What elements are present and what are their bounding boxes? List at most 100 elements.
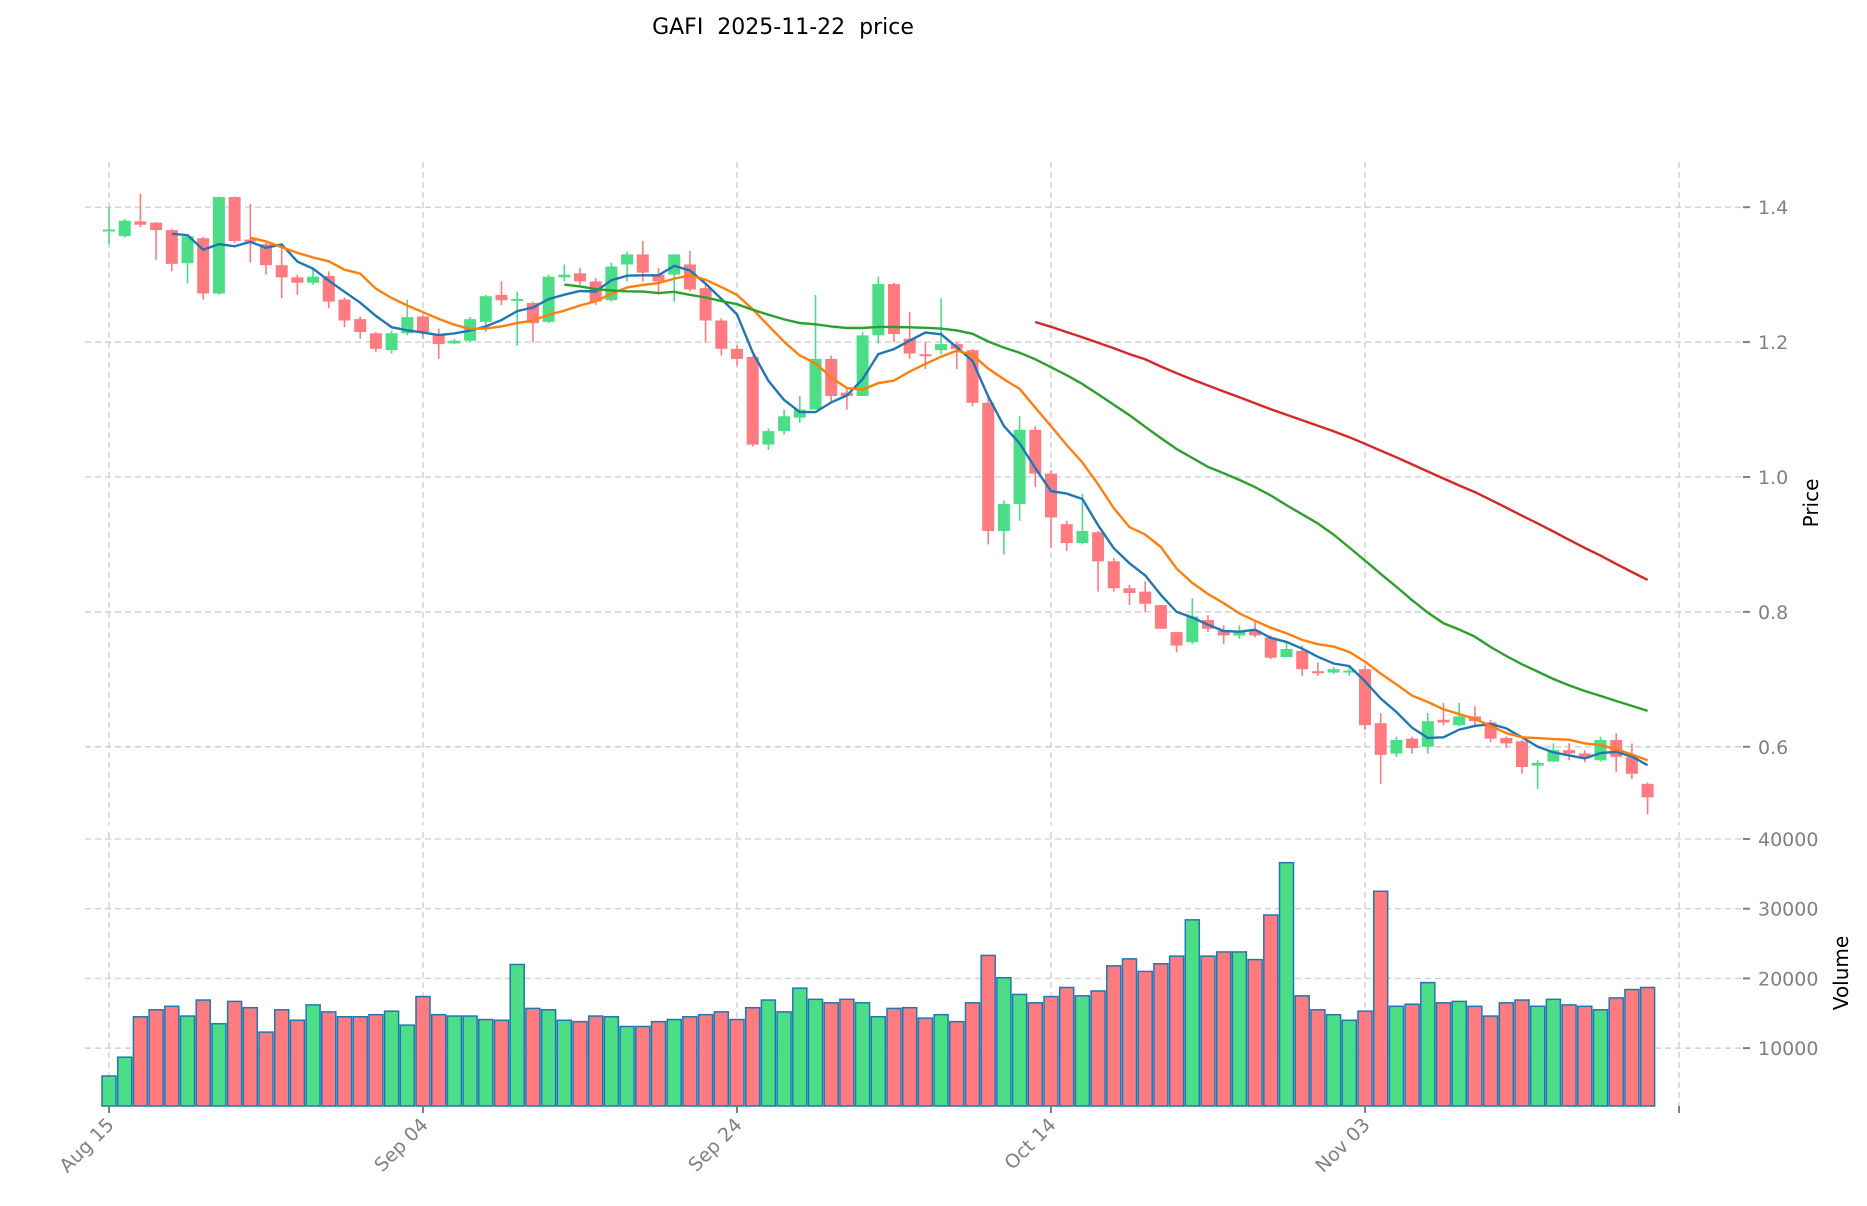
candle-body-up bbox=[1013, 429, 1026, 504]
chart-title: GAFI 2025-11-22 price bbox=[652, 15, 914, 40]
volume-bar bbox=[195, 999, 211, 1107]
volume-bar bbox=[1357, 1010, 1373, 1107]
candle-body-down bbox=[165, 230, 178, 264]
candle-body-up bbox=[118, 220, 131, 237]
volume-axis-label: Volume bbox=[1829, 936, 1853, 1010]
volume-bar bbox=[336, 1016, 353, 1107]
volume-bar bbox=[430, 1013, 447, 1107]
candle-body-down bbox=[1154, 605, 1167, 629]
volume-bar bbox=[1482, 1015, 1499, 1107]
volume-bar bbox=[1043, 995, 1059, 1107]
ma5-line bbox=[171, 232, 1649, 767]
volume-bar bbox=[1106, 965, 1122, 1107]
candle-body-down bbox=[1217, 630, 1230, 636]
volume-bar bbox=[635, 1025, 651, 1107]
volume-bar bbox=[258, 1031, 274, 1107]
volume-tick-label: 40000 bbox=[1758, 829, 1818, 851]
x-tick-label: Sep 04 bbox=[370, 1114, 432, 1176]
volume-bar bbox=[1184, 919, 1201, 1107]
candle-body-up bbox=[762, 431, 775, 445]
volume-bar bbox=[807, 998, 824, 1107]
volume-bar bbox=[713, 1011, 730, 1107]
volume-bar bbox=[1153, 963, 1169, 1107]
candle-body-down bbox=[1406, 738, 1419, 749]
volume-bar bbox=[776, 1011, 792, 1107]
volume-bar bbox=[901, 1006, 918, 1107]
candle-body-up bbox=[181, 236, 194, 264]
volume-bar bbox=[1168, 955, 1185, 1107]
x-tick-label: Sep 24 bbox=[684, 1114, 746, 1176]
volume-bars bbox=[101, 861, 1656, 1107]
candle-body-up bbox=[479, 296, 492, 322]
volume-bar bbox=[509, 963, 525, 1107]
volume-bar bbox=[744, 1006, 761, 1107]
candle-body-up bbox=[778, 416, 791, 432]
volume-bar bbox=[854, 1002, 871, 1107]
moving-average-lines bbox=[171, 232, 1649, 767]
candle-body-down bbox=[1139, 591, 1152, 604]
volume-bar bbox=[1435, 1002, 1452, 1107]
volume-bar bbox=[1451, 1000, 1467, 1107]
volume-bar bbox=[242, 1006, 259, 1107]
candle-body-up bbox=[1453, 716, 1466, 726]
volume-bar bbox=[572, 1020, 588, 1107]
volume-bar bbox=[1310, 1009, 1326, 1107]
volume-bar bbox=[1388, 1005, 1405, 1107]
x-tick-label: Nov 03 bbox=[1311, 1114, 1374, 1177]
volume-bar bbox=[132, 1016, 149, 1107]
candle-body-down bbox=[636, 254, 649, 273]
volume-bar bbox=[556, 1019, 573, 1107]
candle-body-down bbox=[1516, 741, 1528, 767]
volume-bar bbox=[1608, 997, 1624, 1107]
volume-bar bbox=[650, 1020, 667, 1107]
candle-body-up bbox=[448, 340, 461, 344]
candle-body-down bbox=[1641, 783, 1654, 798]
volume-tick-label: 20000 bbox=[1758, 968, 1818, 990]
volume-bar bbox=[1545, 998, 1562, 1107]
candle-body-down bbox=[746, 356, 759, 445]
price-axis-label: Price bbox=[1799, 479, 1823, 528]
candle-body-up bbox=[1421, 721, 1434, 747]
volume-bar bbox=[603, 1016, 620, 1107]
volume-bar bbox=[1074, 995, 1091, 1107]
candle-body-down bbox=[1500, 737, 1513, 744]
candle-body-down bbox=[369, 333, 382, 349]
price-tick-label: 1.2 bbox=[1758, 332, 1788, 354]
candle-body-up bbox=[1186, 616, 1199, 643]
price-tick-label: 0.6 bbox=[1758, 737, 1788, 759]
candle-body-up bbox=[1233, 632, 1246, 636]
volume-tick-label: 10000 bbox=[1758, 1038, 1818, 1060]
candle-body-up bbox=[668, 254, 681, 275]
candle-body-up bbox=[307, 276, 320, 283]
volume-bar bbox=[1577, 1005, 1593, 1107]
candle-body-down bbox=[197, 238, 210, 294]
candle-body-up bbox=[1327, 669, 1340, 673]
candle-body-up bbox=[385, 333, 398, 351]
volume-bar bbox=[493, 1019, 510, 1107]
candle-body-down bbox=[888, 284, 900, 334]
candle-body-up bbox=[1390, 740, 1403, 754]
x-tick-label: Oct 14 bbox=[1000, 1114, 1060, 1174]
volume-bar bbox=[116, 1056, 133, 1107]
volume-bar bbox=[415, 995, 431, 1107]
volume-bar bbox=[1498, 1002, 1515, 1107]
candle-body-down bbox=[228, 197, 241, 241]
candle-body-up bbox=[1280, 648, 1293, 658]
volume-bar bbox=[839, 998, 855, 1107]
candle-body-down bbox=[1092, 532, 1105, 562]
candle-body-up bbox=[621, 254, 634, 265]
candle-body-down bbox=[1625, 756, 1638, 774]
volume-bar bbox=[383, 1010, 400, 1107]
ma30-line bbox=[564, 283, 1648, 713]
candle-body-down bbox=[417, 316, 429, 332]
volume-bar bbox=[1341, 1019, 1358, 1107]
volume-bar bbox=[211, 1022, 227, 1107]
candle-body-down bbox=[919, 354, 932, 357]
volume-bar bbox=[1027, 1002, 1044, 1107]
candle-body-down bbox=[1264, 637, 1277, 658]
volume-bar bbox=[352, 1016, 368, 1107]
volume-bar bbox=[148, 1009, 164, 1107]
volume-bar bbox=[964, 1002, 981, 1107]
grid-lines bbox=[85, 162, 1743, 1106]
